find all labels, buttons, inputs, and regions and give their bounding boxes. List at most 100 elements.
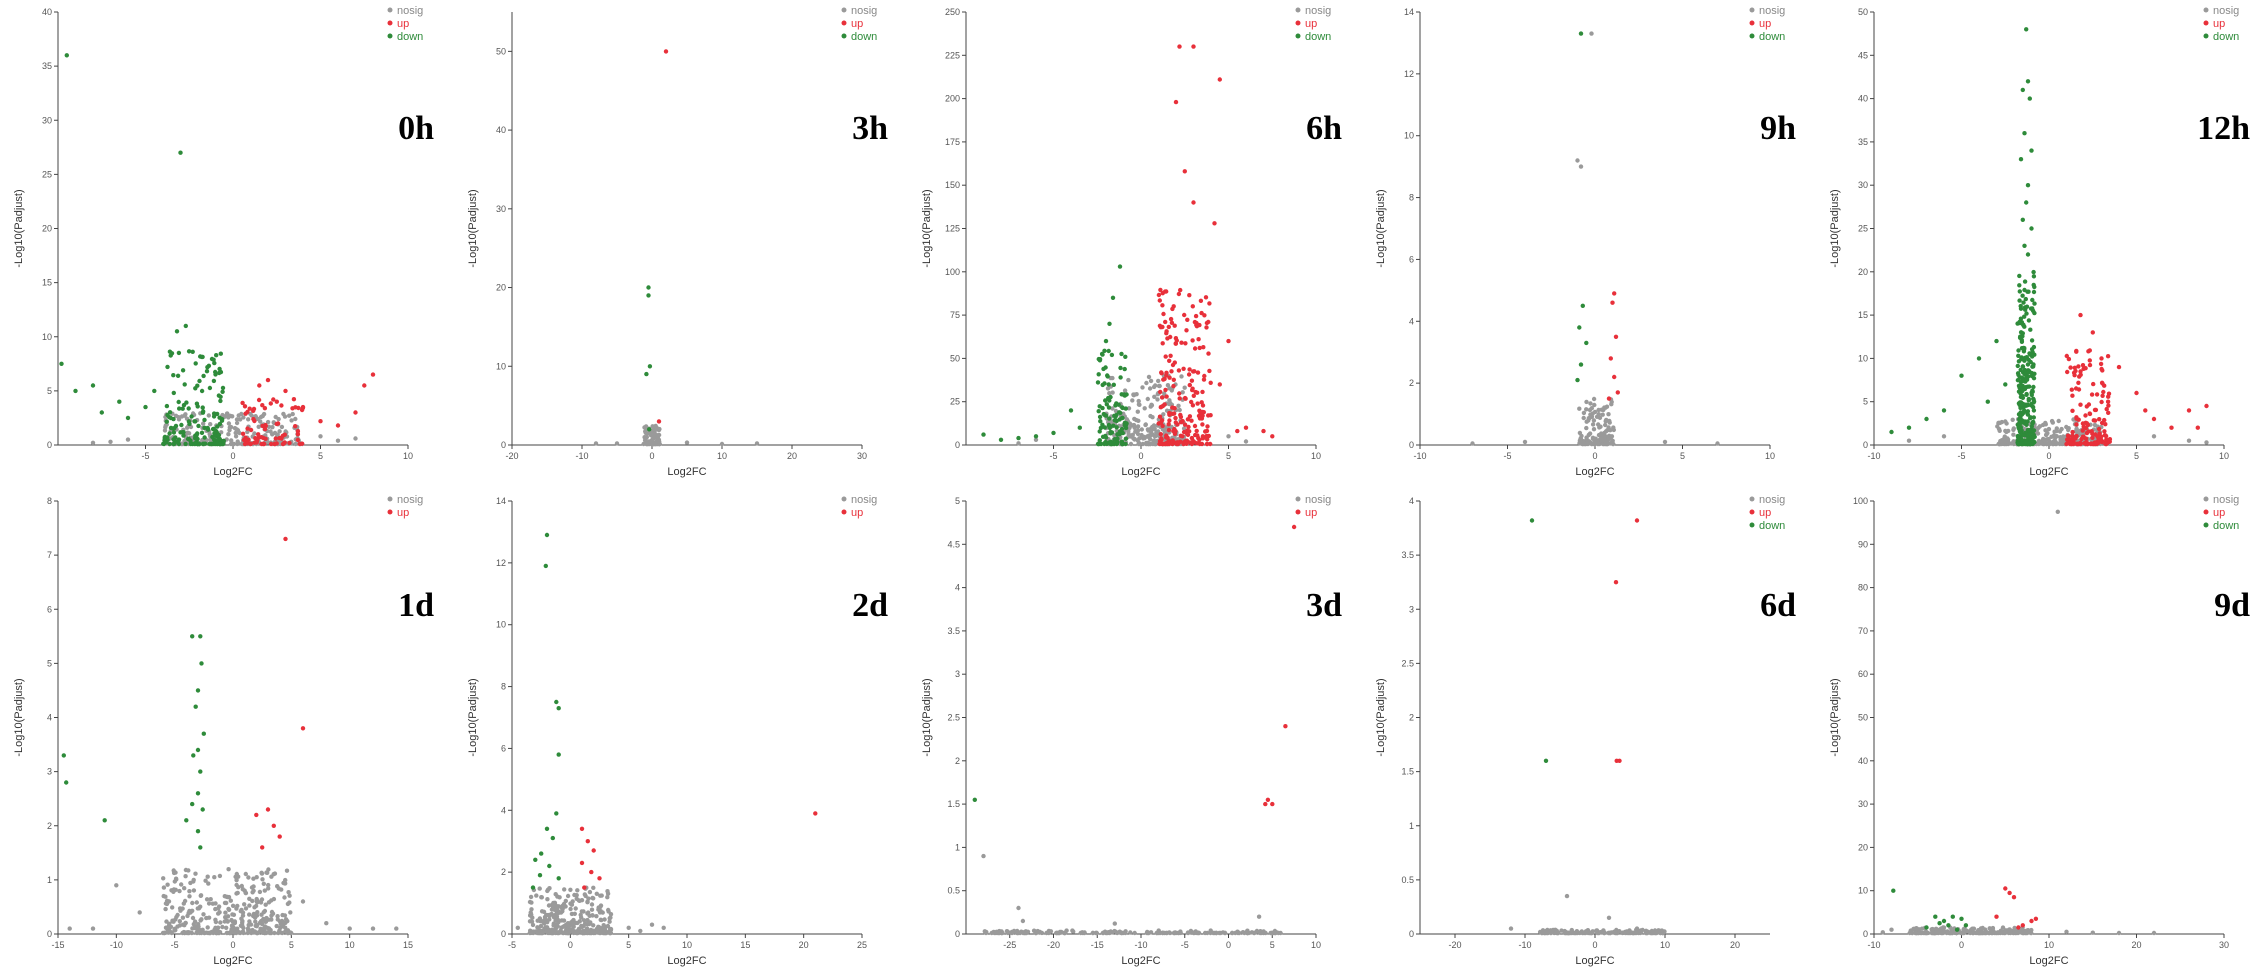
point-down (2022, 357, 2027, 362)
point-nosig (551, 907, 556, 912)
point-up (2078, 312, 2083, 318)
y-tick-label: 80 (1858, 583, 1868, 593)
legend-swatch-nosig (841, 7, 847, 13)
x-axis-title: Log2FC (2029, 955, 2068, 967)
point-down (163, 440, 169, 445)
x-tick-label: 0 (1226, 940, 1231, 950)
point-nosig (1606, 915, 1612, 920)
point-up (1156, 292, 1162, 298)
x-axis-title: Log2FC (1575, 955, 1614, 967)
point-nosig (1054, 930, 1059, 936)
point-up (1157, 298, 1162, 303)
y-tick-label: 2.5 (947, 713, 960, 723)
point-down (2016, 372, 2021, 378)
point-down (1946, 923, 1951, 928)
point-down (2029, 338, 2035, 343)
point-nosig (1132, 930, 1137, 936)
point-down (2019, 357, 2024, 362)
point-down (188, 441, 193, 446)
point-nosig (1048, 929, 1054, 934)
x-tick-label: 10 (1311, 451, 1321, 461)
point-nosig (602, 917, 607, 922)
point-down (2016, 348, 2021, 353)
point-down (1095, 441, 1101, 447)
point-nosig (188, 880, 193, 886)
point-nosig (1165, 383, 1171, 388)
point-down (1963, 923, 1969, 928)
point-nosig (562, 887, 567, 892)
point-nosig (2012, 928, 2017, 934)
x-tick-label: 20 (1730, 940, 1740, 950)
point-nosig (1033, 437, 1039, 442)
point-nosig (607, 919, 612, 924)
point-nosig (1603, 422, 1608, 428)
point-down (1118, 410, 1123, 416)
x-tick-label: -5 (1049, 451, 1057, 461)
point-nosig (1128, 434, 1133, 439)
point-up (1187, 367, 1192, 372)
legend-swatch-down (1295, 33, 1301, 39)
x-tick-label: 0 (1959, 940, 1964, 950)
point-nosig (2057, 441, 2062, 447)
y-tick-label: 40 (496, 125, 506, 135)
y-tick-label: 50 (1858, 713, 1868, 723)
volcano-svg-0h: -5 0 5 10 0 5 10 15 20 25 30 35 40 Log2FC -Log10(Padju… (13, 5, 423, 478)
point-nosig (1145, 396, 1150, 402)
point-nosig (272, 930, 277, 936)
point-nosig (187, 889, 192, 894)
point-down (152, 388, 157, 394)
point-nosig (166, 899, 172, 904)
point-nosig (230, 903, 236, 908)
point-down (220, 389, 225, 394)
point-down (1100, 422, 1105, 427)
point-down (1924, 925, 1929, 930)
point-up (261, 435, 266, 441)
point-nosig (571, 924, 576, 929)
point-nosig (591, 885, 596, 890)
point-up (2103, 441, 2108, 447)
point-up (318, 419, 323, 424)
y-tick-label: 200 (945, 94, 960, 104)
point-nosig (579, 923, 584, 929)
point-nosig (585, 917, 590, 923)
point-up (296, 405, 301, 411)
point-up (2068, 440, 2073, 445)
point-nosig (249, 885, 255, 890)
point-nosig (260, 930, 266, 935)
point-up (1195, 433, 1200, 438)
point-nosig (186, 868, 191, 873)
x-tick-label: 0 (1592, 451, 1597, 461)
series-down (61, 634, 206, 850)
point-down (171, 437, 176, 442)
point-nosig (1136, 402, 1142, 407)
point-down (1107, 424, 1112, 429)
point-up (2076, 380, 2081, 385)
point-down (199, 661, 204, 666)
point-down (196, 423, 201, 429)
point-nosig (251, 876, 256, 881)
point-down (1068, 408, 1074, 413)
point-nosig (605, 923, 611, 929)
point-nosig (1592, 402, 1597, 408)
point-nosig (1172, 930, 1177, 936)
point-nosig (1634, 926, 1640, 931)
point-up (1197, 441, 1202, 447)
point-down (2024, 200, 2029, 205)
point-down (218, 351, 223, 356)
y-tick-label: 4 (1409, 316, 1414, 326)
point-nosig (1978, 930, 1983, 936)
point-nosig (1161, 412, 1166, 417)
point-down (1120, 405, 1125, 411)
point-up (2078, 369, 2083, 374)
point-up (2069, 387, 2074, 392)
point-nosig (531, 929, 536, 935)
point-up (1200, 422, 1205, 427)
point-down (2017, 423, 2022, 428)
point-up (1173, 341, 1178, 346)
point-nosig (549, 911, 554, 917)
point-nosig (238, 923, 244, 928)
legend-label-up: up (1305, 18, 1317, 30)
point-nosig (1176, 403, 1181, 408)
point-down (1122, 393, 1127, 398)
legend-label-nosig: nosig (1305, 5, 1331, 17)
